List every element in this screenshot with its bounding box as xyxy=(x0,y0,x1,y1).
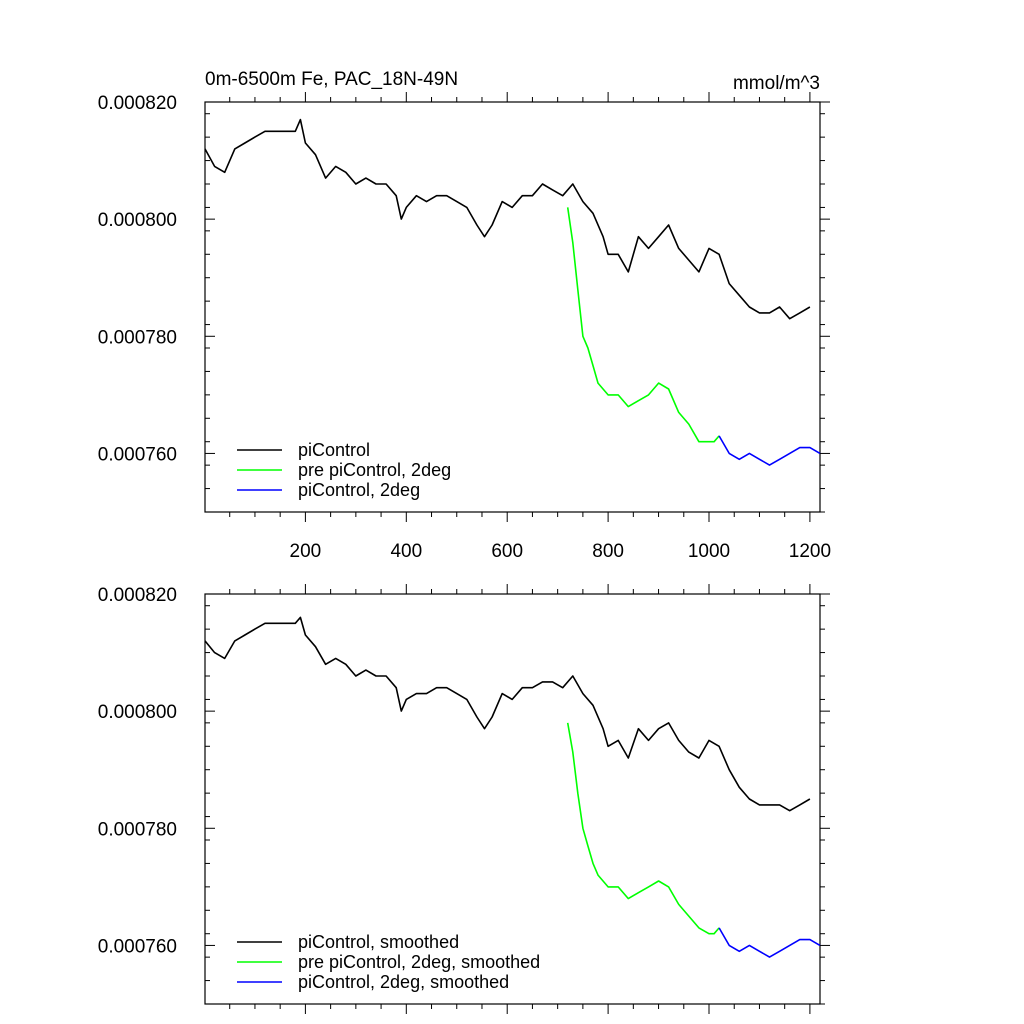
series-line xyxy=(204,118,811,320)
y-tick-label: 0.000780 xyxy=(98,819,177,840)
series-line xyxy=(566,207,720,443)
y-tick-label: 0.000780 xyxy=(98,327,177,348)
top-panel: 0.000760 0.000780 0.000800 0.000820 200 400 60… xyxy=(98,69,831,562)
bottom-panel: 0.000760 0.000780 0.000800 0.000820 piContro… xyxy=(98,584,830,1014)
y-tick-label: 0.000820 xyxy=(98,585,177,606)
legend-label: pre piControl, 2deg, smoothed xyxy=(298,952,540,972)
x-tick-label: 800 xyxy=(592,541,624,562)
x-tick-label: 600 xyxy=(491,541,523,562)
legend-label: pre piControl, 2deg xyxy=(298,460,451,480)
series-line xyxy=(718,927,821,958)
y-tick-label: 0.000820 xyxy=(98,93,177,114)
series-line xyxy=(566,722,720,935)
x-tick-label: 1200 xyxy=(789,541,831,562)
plot-frame xyxy=(204,101,821,513)
legend-label: piControl, 2deg, smoothed xyxy=(298,972,509,992)
y-tick-label: 0.000800 xyxy=(98,702,177,723)
legend-label: piControl, 2deg xyxy=(298,480,420,500)
series-line xyxy=(204,616,811,812)
x-tick-label: 1000 xyxy=(688,541,730,562)
x-tick-label: 200 xyxy=(290,541,322,562)
y-tick-label: 0.000760 xyxy=(98,444,177,465)
chart-title: 0m-6500m Fe, PAC_18N-49N xyxy=(205,69,458,90)
series-line xyxy=(718,435,821,466)
legend-label: piControl xyxy=(298,440,370,460)
x-tick-label: 400 xyxy=(390,541,422,562)
y-tick-label: 0.000760 xyxy=(98,936,177,957)
y-tick-label: 0.000800 xyxy=(98,210,177,231)
plot-frame xyxy=(204,593,821,1005)
legend-label: piControl, smoothed xyxy=(298,932,459,952)
units-label: mmol/m^3 xyxy=(733,73,820,94)
